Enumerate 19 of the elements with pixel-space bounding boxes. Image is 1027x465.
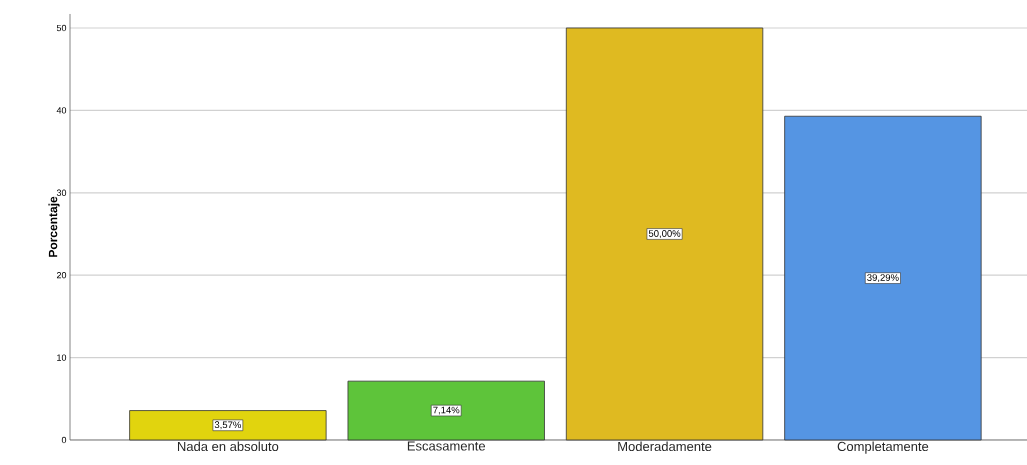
data-label: 7,14%: [433, 406, 460, 415]
bar: [129, 410, 327, 441]
x-tick-label: Moderadamente: [618, 441, 712, 452]
y-tick-label: 40: [56, 107, 67, 114]
y-tick-label: 30: [56, 189, 67, 196]
y-tick-label: 0: [61, 436, 67, 444]
bar: [347, 380, 545, 441]
y-tick-label: 20: [56, 272, 67, 279]
x-tick-label: Nada en absoluto: [177, 441, 279, 452]
y-tick-label: 10: [57, 354, 67, 361]
x-tick-label: Completamente: [837, 441, 929, 454]
bar: [784, 115, 982, 441]
bar: [565, 27, 764, 441]
data-label: 50,00%: [648, 230, 681, 238]
y-tick-label: 50: [56, 24, 67, 32]
data-label: 39,29%: [867, 274, 899, 283]
y-axis-title: Porcentaje: [48, 196, 60, 257]
x-tick-label: Escasamente: [407, 441, 486, 451]
data-label: 3,57%: [214, 421, 241, 430]
